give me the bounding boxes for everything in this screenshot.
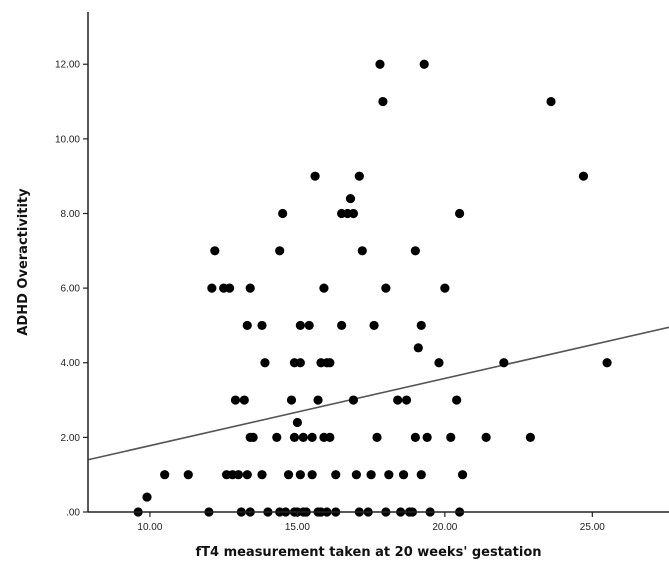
data-point bbox=[325, 358, 335, 368]
data-point bbox=[357, 246, 367, 256]
data-point bbox=[286, 395, 297, 405]
data-point bbox=[578, 171, 589, 181]
data-point bbox=[242, 470, 252, 480]
data-point bbox=[272, 432, 282, 442]
data-point bbox=[142, 492, 152, 502]
data-point bbox=[233, 470, 244, 480]
data-point bbox=[319, 283, 329, 293]
data-point bbox=[446, 432, 456, 442]
data-point bbox=[378, 96, 388, 107]
data-point bbox=[375, 59, 385, 69]
data-point bbox=[452, 395, 462, 405]
x-tick-label: 25.00 bbox=[580, 522, 605, 533]
x-axis-title: fT4 measurement taken at 20 weeks' gesta… bbox=[195, 545, 541, 560]
y-tick-label: 2.00 bbox=[61, 433, 81, 444]
data-point bbox=[298, 432, 308, 442]
data-point bbox=[348, 208, 359, 219]
data-point bbox=[260, 358, 270, 368]
data-point bbox=[207, 283, 217, 293]
data-point bbox=[210, 246, 220, 256]
data-point bbox=[295, 320, 305, 331]
data-point bbox=[416, 320, 426, 331]
data-point bbox=[245, 283, 255, 293]
data-point bbox=[372, 432, 382, 442]
fit-line-layer bbox=[87, 326, 669, 461]
y-axis-ticks: .00 2.00 4.00 6.00 8.00 10.00 12.00 bbox=[55, 60, 88, 519]
data-point bbox=[313, 395, 323, 405]
data-point bbox=[304, 320, 314, 331]
data-point bbox=[413, 343, 423, 353]
data-point bbox=[230, 395, 241, 405]
fit-line bbox=[87, 326, 669, 461]
data-point bbox=[348, 395, 359, 405]
y-tick-label: 6.00 bbox=[61, 284, 81, 295]
x-tick-label: 10.00 bbox=[137, 522, 162, 533]
data-point bbox=[351, 470, 361, 480]
data-point bbox=[499, 358, 509, 368]
x-tick-label: 20.00 bbox=[432, 522, 457, 533]
y-axis-title: ADHD Overactivitity bbox=[16, 188, 31, 336]
data-point bbox=[283, 470, 294, 480]
x-axis-ticks: 10.00 15.00 20.00 25.00 bbox=[137, 512, 605, 533]
data-point bbox=[345, 193, 356, 204]
data-point bbox=[354, 171, 364, 181]
data-point bbox=[310, 171, 320, 181]
data-point bbox=[257, 320, 267, 331]
data-point bbox=[398, 470, 409, 480]
data-point bbox=[160, 470, 170, 480]
data-point bbox=[337, 320, 347, 331]
data-point bbox=[422, 432, 432, 442]
data-point bbox=[295, 470, 305, 480]
data-point bbox=[325, 432, 335, 442]
data-point bbox=[401, 395, 412, 405]
data-point bbox=[307, 470, 317, 480]
data-point bbox=[257, 470, 267, 480]
data-points bbox=[133, 59, 612, 517]
y-tick-label: 10.00 bbox=[55, 134, 80, 145]
data-point bbox=[331, 470, 341, 480]
data-point bbox=[410, 246, 420, 256]
data-point bbox=[292, 417, 302, 428]
data-point bbox=[242, 320, 252, 331]
x-tick-label: 15.00 bbox=[285, 522, 310, 533]
data-point bbox=[457, 470, 468, 480]
y-tick-label: 12.00 bbox=[55, 60, 80, 71]
data-point bbox=[183, 470, 193, 480]
y-tick-label: 4.00 bbox=[61, 358, 81, 369]
data-point bbox=[546, 96, 556, 107]
data-point bbox=[381, 283, 391, 293]
data-point bbox=[369, 320, 379, 331]
data-point bbox=[481, 432, 491, 442]
y-tick-label: 8.00 bbox=[61, 209, 81, 220]
data-point bbox=[239, 395, 249, 405]
data-point bbox=[393, 395, 403, 405]
data-point bbox=[289, 432, 300, 442]
data-point bbox=[602, 358, 612, 368]
data-point bbox=[434, 358, 444, 368]
y-tick-label: .00 bbox=[66, 508, 80, 519]
data-point bbox=[224, 283, 235, 293]
data-point bbox=[419, 59, 429, 69]
data-point bbox=[440, 283, 450, 293]
data-point bbox=[248, 432, 258, 442]
data-point bbox=[525, 432, 535, 442]
data-point bbox=[416, 470, 426, 480]
data-point bbox=[275, 246, 285, 256]
data-point bbox=[295, 358, 305, 368]
data-point bbox=[366, 470, 376, 480]
data-point bbox=[455, 208, 465, 219]
data-point bbox=[278, 208, 288, 219]
data-point bbox=[410, 432, 420, 442]
data-point bbox=[384, 470, 394, 480]
data-point bbox=[307, 432, 317, 442]
